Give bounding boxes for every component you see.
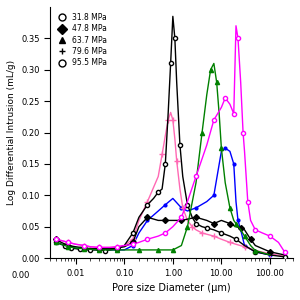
Text: 0.00: 0.00 xyxy=(11,271,30,280)
Legend: 31.8 MPa, 47.8 MPa, 63.7 MPa, 79.6 MPa, 95.5 MPa: 31.8 MPa, 47.8 MPa, 63.7 MPa, 79.6 MPa, … xyxy=(54,11,109,70)
X-axis label: Pore size Diameter (μm): Pore size Diameter (μm) xyxy=(112,283,231,293)
Y-axis label: Log Differential Intrusion (mL/g): Log Differential Intrusion (mL/g) xyxy=(7,60,16,205)
